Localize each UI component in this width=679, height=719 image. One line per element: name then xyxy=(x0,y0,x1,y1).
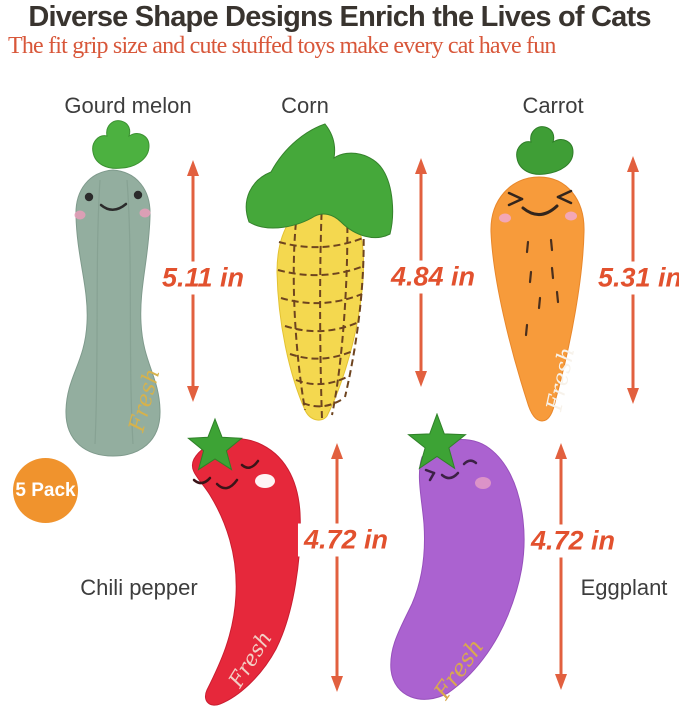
cheek xyxy=(139,208,151,218)
cheek xyxy=(192,499,210,513)
face xyxy=(424,459,478,482)
husk-leaf-icon xyxy=(245,123,394,238)
label-corn: Corn xyxy=(281,93,329,118)
pack-count-label: 5 Pack xyxy=(15,479,76,501)
cheek xyxy=(475,477,491,489)
label-carrot: Carrot xyxy=(522,93,584,118)
smile xyxy=(99,202,128,211)
seam-line xyxy=(94,179,101,445)
label-chili-pepper: Chili pepper xyxy=(80,575,198,600)
leaf-icon xyxy=(92,120,150,169)
arrow-chili-pepper xyxy=(331,443,343,692)
chili-body xyxy=(192,438,301,706)
measurement-corn: 4.84 in xyxy=(384,260,482,294)
gourd-body xyxy=(65,169,161,457)
carrot-illustration: Fresh xyxy=(490,126,585,422)
eyes xyxy=(507,189,573,216)
measurement-eggplant: 4.72 in xyxy=(524,524,622,558)
measurement-carrot: 5.31 in xyxy=(591,261,679,295)
leaf-icon xyxy=(516,126,574,175)
gourd-melon-illustration: Fresh xyxy=(65,120,165,457)
page-subtitle: The fit grip size and cute stuffed toys … xyxy=(8,33,556,59)
chili-pepper-illustration: Fresh xyxy=(187,417,301,706)
page-title: Diverse Shape Designs Enrich the Lives o… xyxy=(28,1,651,33)
seam-line xyxy=(126,179,134,445)
cheek xyxy=(255,474,275,488)
arrow-eggplant xyxy=(555,443,567,690)
calyx-star-icon xyxy=(407,413,467,470)
face xyxy=(192,459,260,490)
kernel-grid xyxy=(277,201,365,420)
measurement-gourd-melon: 5.11 in xyxy=(155,261,251,295)
calyx-star-icon xyxy=(187,417,243,471)
eye xyxy=(133,190,143,200)
measurement-chili-pepper: 4.72 in xyxy=(297,523,395,557)
corn-illustration xyxy=(245,123,394,421)
eggplant-body xyxy=(390,439,525,700)
stitch-dashes xyxy=(524,238,560,337)
cheek xyxy=(565,211,577,221)
carrot-body xyxy=(490,176,585,422)
eye xyxy=(84,192,94,202)
label-gourd-melon: Gourd melon xyxy=(64,93,192,118)
label-eggplant: Eggplant xyxy=(580,575,668,600)
pack-count-badge: 5 Pack xyxy=(13,458,78,523)
cheek xyxy=(74,210,86,220)
cheek xyxy=(499,213,511,223)
eggplant-illustration: Fresh xyxy=(390,413,525,705)
